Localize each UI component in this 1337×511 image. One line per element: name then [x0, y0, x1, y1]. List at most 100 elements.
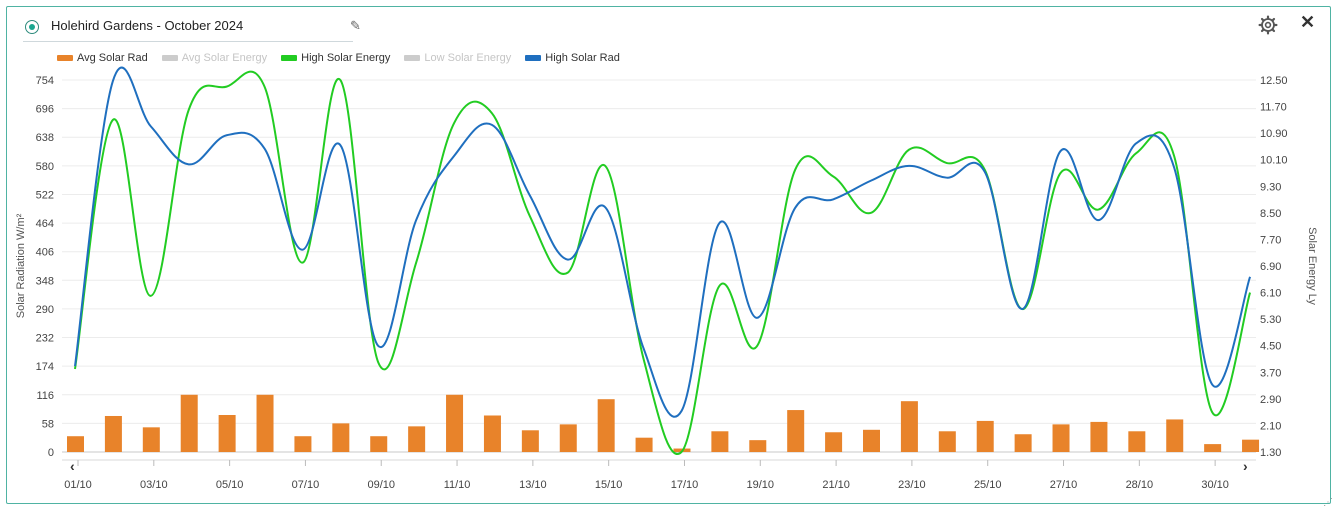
x-tick-label: 15/10	[595, 479, 623, 491]
x-tick-label: 17/10	[671, 479, 699, 491]
bar-avg-solar-rad	[1128, 431, 1146, 452]
legend-item-avg-solar-energy[interactable]: Avg Solar Energy	[161, 52, 268, 64]
legend-label: High Solar Rad	[545, 52, 620, 64]
y-tick-left: 638	[36, 132, 54, 144]
legend-item-high-solar-energy[interactable]: High Solar Energy	[281, 52, 390, 64]
legend-label: High Solar Energy	[301, 52, 391, 64]
legend: Avg Solar Rad Avg Solar Energy High Solar …	[57, 49, 634, 67]
chevron-left-icon[interactable]: ‹	[70, 458, 75, 474]
y-tick-left: 58	[42, 418, 54, 430]
y-tick-right: 12.50	[1260, 75, 1288, 87]
y-axis-label-left: Solar Radiation W/m²	[15, 213, 27, 318]
bar-avg-solar-rad	[1242, 439, 1260, 452]
x-tick-label: 21/10	[822, 479, 850, 491]
pencil-icon[interactable]: ✎	[350, 18, 361, 33]
y-tick-left: 522	[36, 189, 54, 201]
y-axis-label-right: Solar Energy Ly	[1306, 227, 1318, 305]
bar-avg-solar-rad	[900, 401, 918, 452]
x-tick-label: 03/10	[140, 479, 168, 491]
legend-item-high-solar-rad[interactable]: High Solar Rad	[525, 52, 620, 64]
bar-avg-solar-rad	[104, 415, 122, 452]
y-tick-left: 174	[36, 361, 54, 373]
bar-avg-solar-rad	[1090, 421, 1108, 452]
x-tick-label: 27/10	[1050, 479, 1078, 491]
resize-grip-icon[interactable]: ⋰	[1323, 497, 1333, 508]
x-tick-label: 11/10	[444, 479, 471, 491]
bar-avg-solar-rad	[976, 420, 994, 452]
y-tick-right: 10.90	[1260, 128, 1288, 140]
y-tick-right: 5.30	[1260, 314, 1281, 326]
y-tick-right: 9.30	[1260, 181, 1281, 193]
bar-avg-solar-rad	[446, 394, 464, 452]
bar-avg-solar-rad	[597, 399, 615, 452]
bar-avg-solar-rad	[1052, 424, 1070, 452]
x-tick-label: 13/10	[519, 479, 547, 491]
y-tick-left: 754	[36, 75, 54, 87]
legend-item-avg-solar-rad[interactable]: Avg Solar Rad	[57, 52, 148, 64]
bar-avg-solar-rad	[294, 436, 312, 452]
y-tick-left: 696	[36, 104, 54, 116]
gear-icon[interactable]	[1258, 15, 1278, 35]
y-tick-left: 290	[36, 304, 54, 316]
y-tick-right: 1.30	[1260, 447, 1281, 459]
y-tick-right: 4.50	[1260, 341, 1281, 353]
bar-avg-solar-rad	[218, 414, 236, 452]
y-tick-right: 11.70	[1260, 102, 1287, 114]
y-tick-left: 0	[48, 447, 54, 459]
bar-avg-solar-rad	[370, 436, 388, 452]
bar-avg-solar-rad	[787, 410, 805, 452]
bar-avg-solar-rad	[749, 440, 767, 452]
legend-label: Low Solar Energy	[424, 52, 512, 64]
series-line-high-solar-rad	[74, 66, 1251, 418]
legend-swatch	[404, 55, 421, 61]
bar-avg-solar-rad	[938, 431, 956, 452]
y-tick-right: 3.70	[1260, 367, 1281, 379]
bar-avg-solar-rad	[483, 415, 501, 452]
y-tick-right: 10.10	[1260, 155, 1288, 167]
x-tick-label: 09/10	[367, 479, 395, 491]
bar-avg-solar-rad	[635, 437, 653, 452]
legend-label: Avg Solar Energy	[181, 52, 268, 64]
y-tick-left: 580	[36, 161, 54, 173]
bar-avg-solar-rad	[711, 431, 729, 452]
chart-title[interactable]: Holehird Gardens - October 2024	[51, 18, 244, 33]
x-tick-label: 07/10	[292, 479, 320, 491]
status-radio-icon[interactable]	[25, 20, 39, 34]
y-tick-left: 232	[36, 333, 54, 345]
series-line-high-solar-energy	[74, 70, 1252, 455]
close-icon[interactable]: ✕	[1300, 12, 1316, 32]
y-tick-right: 2.90	[1260, 394, 1281, 406]
bar-avg-solar-rad	[1204, 444, 1222, 452]
bar-avg-solar-rad	[67, 436, 84, 452]
x-tick-label: 01/10	[64, 479, 92, 491]
x-tick-label: 23/10	[898, 479, 926, 491]
y-tick-right: 6.90	[1260, 261, 1281, 273]
y-tick-left: 406	[36, 247, 54, 259]
legend-swatch	[525, 55, 542, 61]
title-bar: Holehird Gardens - October 2024	[23, 17, 353, 42]
x-tick-label: 30/10	[1201, 479, 1229, 491]
bar-avg-solar-rad	[180, 394, 198, 452]
y-tick-right: 8.50	[1260, 208, 1281, 220]
legend-item-low-solar-energy[interactable]: Low Solar Energy	[404, 52, 511, 64]
bar-avg-solar-rad	[863, 429, 880, 452]
chevron-right-icon[interactable]: ›	[1243, 458, 1248, 474]
y-tick-right: 7.70	[1260, 234, 1281, 246]
y-tick-left: 464	[36, 218, 54, 230]
x-tick-label: 28/10	[1126, 479, 1154, 491]
x-tick-label: 19/10	[747, 479, 775, 491]
bar-avg-solar-rad	[408, 426, 426, 452]
bar-avg-solar-rad	[521, 430, 539, 452]
bar-avg-solar-rad	[332, 423, 350, 452]
y-tick-right: 2.10	[1260, 420, 1281, 432]
x-tick-label: 25/10	[974, 479, 1002, 491]
bar-avg-solar-rad	[825, 432, 843, 452]
bar-avg-solar-rad	[142, 427, 160, 452]
legend-swatch	[161, 55, 178, 61]
bar-avg-solar-rad	[1014, 434, 1032, 452]
bar-avg-solar-rad	[559, 424, 577, 452]
legend-swatch	[281, 55, 298, 61]
y-tick-left: 116	[36, 390, 54, 402]
x-tick-label: 05/10	[216, 479, 244, 491]
